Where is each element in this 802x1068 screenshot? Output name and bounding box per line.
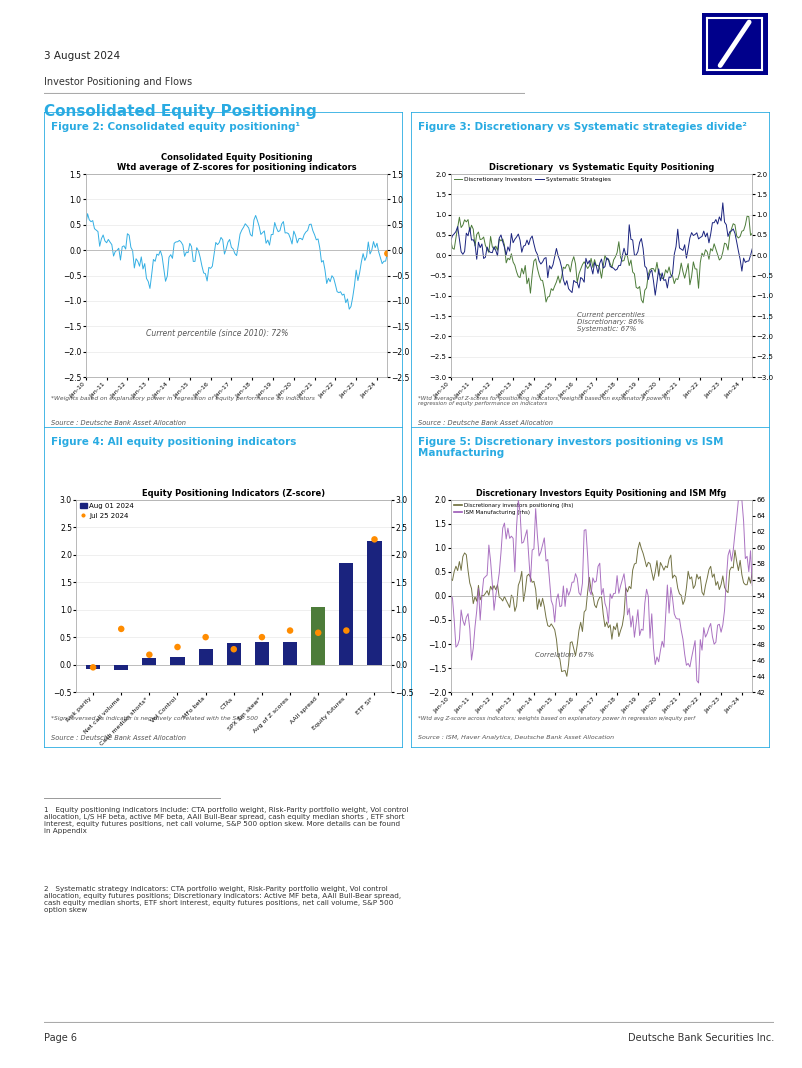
- Discretionary Investors: [703, 246, 712, 258]
- Point: [368, 531, 381, 548]
- Discretionary Investors: [533, 262, 542, 274]
- Discretionary Investors: [446, 234, 456, 247]
- Text: Source : ISM, Haver Analytics, Deutsche Bank Asset Allocation: Source : ISM, Haver Analytics, Deutsche …: [418, 735, 614, 740]
- Discretionary Investors: [743, 209, 752, 222]
- Discretionary Investors: [470, 239, 480, 252]
- Systematic Strategies: [747, 242, 757, 255]
- FancyBboxPatch shape: [411, 112, 770, 433]
- Systematic Strategies: [703, 226, 712, 239]
- Point: [199, 629, 212, 646]
- Bar: [142, 658, 156, 664]
- Text: Consolidated Equity Positioning: Consolidated Equity Positioning: [44, 104, 317, 119]
- Text: Figure 4: All equity positioning indicators: Figure 4: All equity positioning indicat…: [51, 437, 297, 446]
- Text: Figure 3: Discretionary vs Systematic strategies divide²: Figure 3: Discretionary vs Systematic st…: [418, 122, 747, 131]
- Bar: [283, 642, 297, 664]
- Bar: [114, 664, 128, 670]
- Text: *Sign reversed as indicator is negatively correlated with the S&P 500: *Sign reversed as indicator is negativel…: [51, 716, 258, 721]
- Text: Figure 5: Discretionary investors positioning vs ISM
Manufacturing: Figure 5: Discretionary investors positi…: [418, 437, 723, 458]
- Point: [381, 245, 394, 262]
- Bar: [255, 642, 269, 664]
- Text: Source : Deutsche Bank Asset Allocation: Source : Deutsche Bank Asset Allocation: [418, 420, 553, 426]
- Discretionary Investors: [638, 297, 648, 310]
- Text: Figure 2: Consolidated equity positioning¹: Figure 2: Consolidated equity positionin…: [51, 122, 300, 131]
- Point: [171, 639, 184, 656]
- Line: Systematic Strategies: Systematic Strategies: [451, 203, 752, 295]
- Systematic Strategies: [446, 234, 456, 247]
- Point: [228, 641, 241, 658]
- Bar: [171, 658, 184, 664]
- Text: Investor Positioning and Flows: Investor Positioning and Flows: [44, 77, 192, 87]
- Systematic Strategies: [552, 242, 561, 255]
- FancyBboxPatch shape: [44, 427, 403, 748]
- Systematic Strategies: [643, 273, 653, 286]
- Title: Equity Positioning Indicators (Z-score): Equity Positioning Indicators (Z-score): [142, 489, 326, 498]
- Point: [143, 646, 156, 663]
- Bar: [339, 563, 354, 664]
- Text: 1   Equity positioning indicators include: CTA portfolio weight, Risk-Parity por: 1 Equity positioning indicators include:…: [44, 807, 408, 834]
- Bar: [227, 643, 241, 664]
- Bar: [86, 664, 100, 669]
- Text: Correlation: 67%: Correlation: 67%: [535, 653, 594, 659]
- Text: Current percentile (since 2010): 72%: Current percentile (since 2010): 72%: [146, 329, 289, 339]
- Title: Discretionary Investors Equity Positioning and ISM Mfg: Discretionary Investors Equity Positioni…: [476, 489, 727, 498]
- Point: [115, 621, 128, 638]
- Discretionary Investors: [671, 272, 681, 285]
- Line: Discretionary Investors: Discretionary Investors: [451, 216, 752, 303]
- Bar: [199, 649, 213, 664]
- Point: [87, 659, 99, 676]
- Discretionary Investors: [552, 276, 561, 288]
- Text: 3 August 2024: 3 August 2024: [44, 51, 120, 61]
- Systematic Strategies: [718, 197, 727, 209]
- Discretionary Investors: [646, 263, 655, 276]
- Text: Deutsche Bank Securities Inc.: Deutsche Bank Securities Inc.: [628, 1033, 774, 1042]
- Text: *Wtd avg Z-score across indicators; weights based on explanatory power in regres: *Wtd avg Z-score across indicators; weig…: [418, 716, 695, 721]
- FancyBboxPatch shape: [411, 427, 770, 748]
- Text: *Weights based on explanatory power in regression of equity performance on indic: *Weights based on explanatory power in r…: [51, 396, 315, 400]
- Text: 2   Systematic strategy indicators: CTA portfolio weight, Risk-Parity portfolio : 2 Systematic strategy indicators: CTA po…: [44, 886, 401, 913]
- Discretionary Investors: [747, 226, 757, 239]
- Legend: Aug 01 2024, Jul 25 2024: Aug 01 2024, Jul 25 2024: [79, 503, 134, 519]
- Point: [312, 624, 325, 641]
- Point: [256, 629, 269, 646]
- Text: Source : Deutsche Bank Asset Allocation: Source : Deutsche Bank Asset Allocation: [51, 420, 186, 426]
- Title: Discretionary  vs Systematic Equity Positioning: Discretionary vs Systematic Equity Posit…: [488, 163, 715, 172]
- Text: Source : Deutsche Bank Asset Allocation: Source : Deutsche Bank Asset Allocation: [51, 735, 186, 741]
- Text: Current percentiles
Discretionary: 86%
Systematic: 67%: Current percentiles Discretionary: 86% S…: [577, 312, 645, 332]
- Systematic Strategies: [470, 237, 480, 250]
- Legend: Discretionary investors positioning (lhs), ISM Manufacturing (rhs): Discretionary investors positioning (lhs…: [453, 503, 573, 516]
- Title: Consolidated Equity Positioning
Wtd average of Z-scores for positioning indicato: Consolidated Equity Positioning Wtd aver…: [117, 153, 356, 172]
- Systematic Strategies: [650, 288, 660, 301]
- Point: [340, 622, 353, 639]
- Systematic Strategies: [533, 248, 542, 261]
- Text: *Wtd average of Z-scores for positioning indicators, weights based on explanator: *Wtd average of Z-scores for positioning…: [418, 396, 670, 407]
- Bar: [311, 607, 326, 664]
- Legend: Discretionary Investors, Systematic Strategies: Discretionary Investors, Systematic Stra…: [454, 177, 610, 182]
- Text: Page 6: Page 6: [44, 1033, 77, 1042]
- Systematic Strategies: [671, 240, 681, 253]
- Point: [284, 622, 297, 639]
- Bar: [367, 541, 382, 664]
- FancyBboxPatch shape: [44, 112, 403, 433]
